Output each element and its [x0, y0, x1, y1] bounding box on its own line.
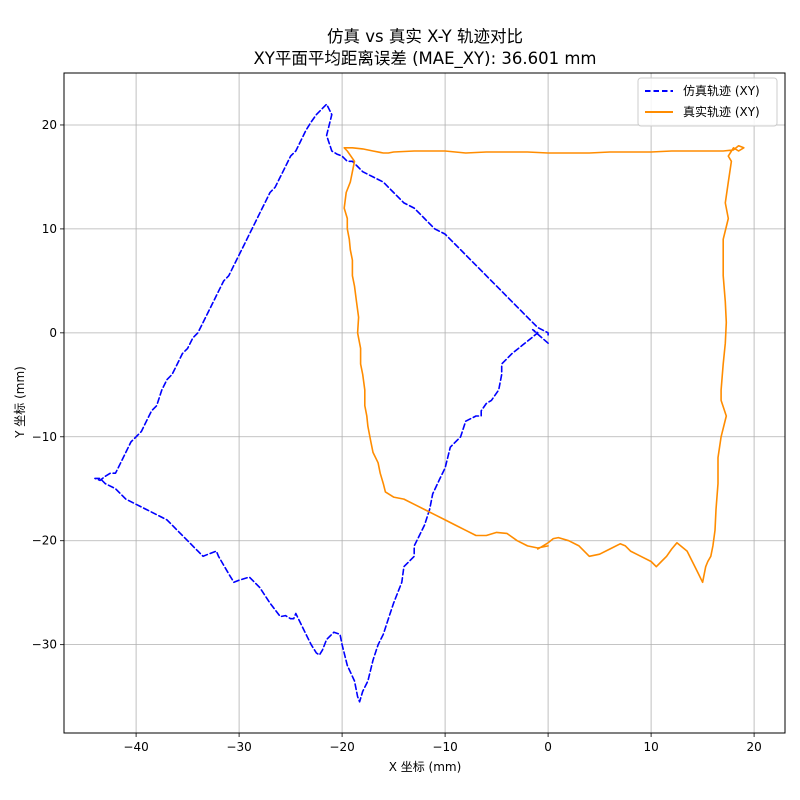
y-tick-label: 20 — [42, 118, 57, 132]
x-tick-label: −40 — [123, 740, 148, 754]
x-tick-label: 0 — [544, 740, 552, 754]
chart-subtitle: XY平面平均距离误差 (MAE_XY): 36.601 mm — [253, 49, 596, 69]
real-trajectory-line — [343, 145, 745, 584]
plot-frame — [63, 72, 786, 734]
legend-label-sim: 仿真轨迹 (XY) — [683, 84, 760, 98]
tick-layer: −40 −30 −20 −10 0 10 20 −30 −20 −10 0 10 20 — [32, 118, 762, 754]
x-tick-label: 10 — [643, 740, 658, 754]
series-layer — [94, 103, 745, 703]
legend: 仿真轨迹 (XY) 真实轨迹 (XY) — [637, 77, 778, 127]
chart-title: 仿真 vs 真实 X-Y 轨迹对比 — [327, 27, 523, 46]
x-tick-label: 20 — [746, 740, 761, 754]
x-axis-label: X 坐标 (mm) — [389, 760, 462, 774]
y-axis-label: Y 坐标 (mm) — [13, 366, 27, 439]
y-tick-label: −20 — [32, 534, 57, 548]
y-tick-label: 0 — [49, 326, 57, 340]
grid-layer — [64, 73, 785, 733]
x-tick-label: −10 — [432, 740, 457, 754]
x-tick-label: −30 — [226, 740, 251, 754]
y-tick-label: 10 — [42, 222, 57, 236]
y-tick-label: −30 — [32, 638, 57, 652]
legend-label-real: 真实轨迹 (XY) — [683, 104, 760, 119]
x-tick-label: −20 — [329, 740, 354, 754]
y-tick-label: −10 — [32, 430, 57, 444]
simulated-trajectory-line — [94, 103, 549, 703]
